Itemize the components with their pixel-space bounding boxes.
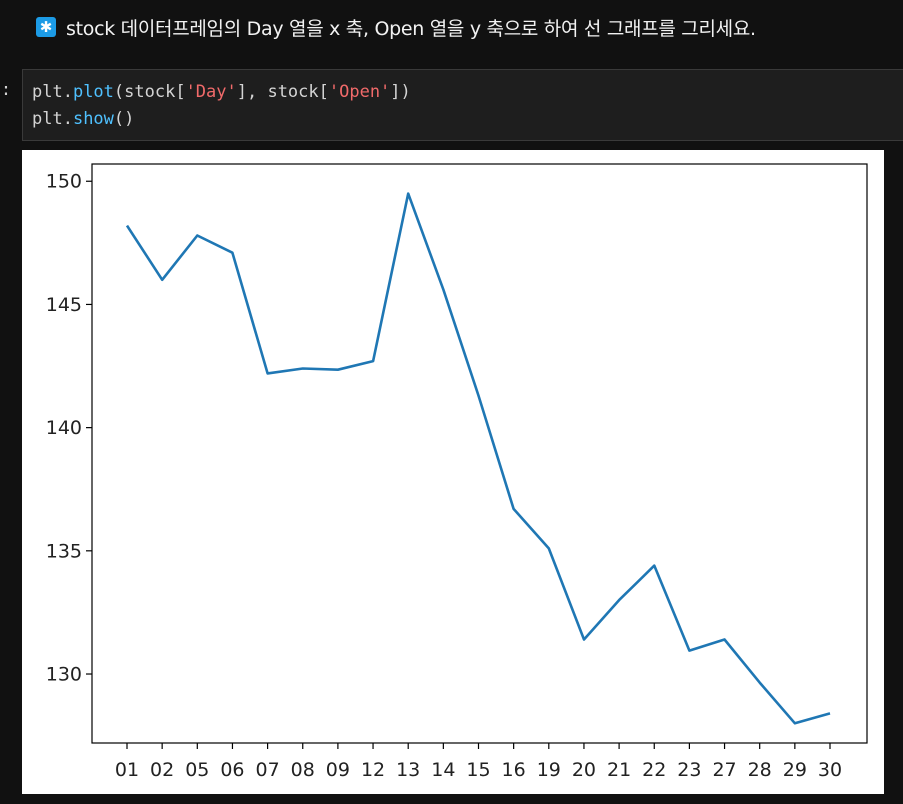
cell-prompt: : <box>0 80 12 100</box>
x-tick-label: 23 <box>677 759 701 781</box>
x-tick-label: 13 <box>396 759 420 781</box>
x-tick-label: 22 <box>642 759 666 781</box>
code-line-2: plt.show() <box>32 109 135 129</box>
y-tick-label: 145 <box>46 294 82 316</box>
x-tick-label: 16 <box>502 759 526 781</box>
x-tick-label: 01 <box>115 759 139 781</box>
x-tick-label: 28 <box>748 759 772 781</box>
plot-frame <box>91 163 868 744</box>
y-tick-label: 130 <box>46 664 82 686</box>
line-chart: 130 135 140 145 150 01 02 05 06 07 08 09 12 13 14 15 16 1… <box>46 163 868 781</box>
y-tick-label: 150 <box>46 171 82 193</box>
x-tick-label: 20 <box>572 759 596 781</box>
x-tick-label: 05 <box>185 759 209 781</box>
x-tick-label: 08 <box>291 759 315 781</box>
x-tick-label: 19 <box>537 759 561 781</box>
x-tick-label: 27 <box>712 759 736 781</box>
plot-output: 130 135 140 145 150 01 02 05 06 07 08 09 12 13 14 15 16 1… <box>22 150 884 794</box>
x-tick-label: 14 <box>431 759 455 781</box>
y-tick-label: 135 <box>46 540 82 562</box>
x-tick-label: 21 <box>607 759 631 781</box>
x-tick-label: 30 <box>818 759 842 781</box>
x-tick-label: 06 <box>220 759 244 781</box>
x-tick-label: 15 <box>466 759 490 781</box>
asterisk-icon: ✱ <box>36 17 56 37</box>
y-tick-label: 140 <box>46 417 82 439</box>
markdown-instruction-text: stock 데이터프레임의 Day 열을 x 축, Open 열을 y 축으로 … <box>66 17 756 40</box>
code-cell-editor[interactable]: plt.plot(stock['Day'], stock['Open']) plt… <box>22 69 903 141</box>
x-tick-label: 12 <box>361 759 385 781</box>
x-tick-label: 29 <box>783 759 807 781</box>
x-tick-label: 07 <box>256 759 280 781</box>
markdown-cell: ✱ stock 데이터프레임의 Day 열을 x 축, Open 열을 y 축으… <box>36 12 756 42</box>
code-line-1: plt.plot(stock['Day'], stock['Open']) <box>32 82 411 102</box>
x-tick-label: 09 <box>326 759 350 781</box>
x-tick-label: 02 <box>150 759 174 781</box>
series-line <box>125 192 831 725</box>
